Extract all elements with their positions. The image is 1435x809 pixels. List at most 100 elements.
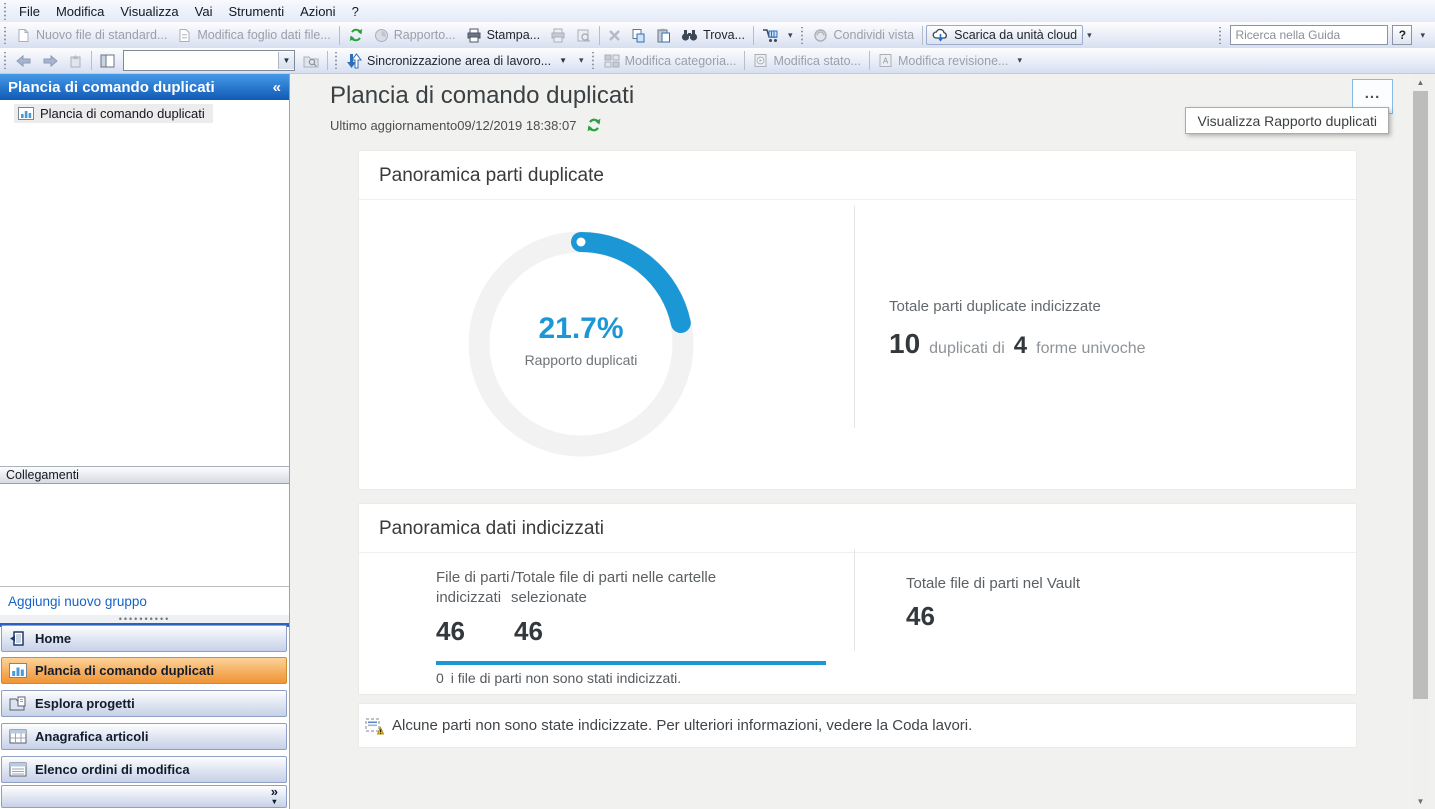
refresh-button[interactable] <box>343 25 369 45</box>
sidebar-item-change-orders[interactable]: Elenco ordini di modifica <box>1 756 287 783</box>
toolbar-overflow-button[interactable]: ▾ <box>1087 29 1092 40</box>
search-folder-button[interactable] <box>298 52 324 70</box>
find-button[interactable]: Trova... <box>676 26 750 44</box>
indexed-data-card: Panoramica dati indicizzati File di part… <box>358 503 1357 695</box>
toolbar-separator <box>327 51 328 70</box>
edit-category-button[interactable]: Modifica categoria... <box>599 51 742 70</box>
toolbar-grip[interactable] <box>334 52 338 69</box>
workspace-sync-button[interactable]: Sincronizzazione area di lavoro... ▼ <box>342 51 575 71</box>
toolbar-grip[interactable] <box>1218 26 1223 44</box>
toolbar-separator <box>91 51 92 70</box>
scroll-down-icon[interactable]: ▼ <box>1416 796 1425 806</box>
scrollbar-thumb[interactable] <box>1413 91 1428 699</box>
total-selected-value: 46 <box>514 616 543 646</box>
toolbar-grip[interactable] <box>590 52 595 69</box>
tree-item-duplicates-dashboard[interactable]: Plancia di comando duplicati <box>14 104 213 123</box>
forward-button[interactable] <box>37 52 63 70</box>
report-button[interactable]: Rapporto... <box>369 26 461 45</box>
back-button[interactable] <box>11 52 37 70</box>
menu-azioni[interactable]: Azioni <box>300 3 336 19</box>
menu-modifica[interactable]: Modifica <box>55 3 105 19</box>
toolbar-grip[interactable] <box>3 26 7 44</box>
location-combobox[interactable]: ▼ <box>123 50 295 71</box>
edit-file-datasheet-button[interactable]: Modifica foglio dati file... <box>172 26 335 45</box>
delete-button[interactable] <box>603 27 626 44</box>
last-update-value: 09/12/2019 18:38:07 <box>457 117 577 133</box>
sidebar-collapse-button[interactable]: « <box>272 78 281 96</box>
sidebar-item-home[interactable]: Home <box>1 625 287 652</box>
menu-strumenti[interactable]: Strumenti <box>228 3 285 19</box>
toolbar-grip[interactable] <box>3 52 7 69</box>
help-search-input[interactable] <box>1230 25 1389 45</box>
menu-file[interactable]: File <box>19 3 40 19</box>
toolbar-separator <box>599 25 601 45</box>
edit-revision-button[interactable]: A Modifica revisione... <box>873 51 1013 70</box>
sidebar-tree: Plancia di comando duplicati <box>0 100 289 466</box>
print-preview-icon <box>576 28 591 43</box>
sidebar-item-item-master[interactable]: Anagrafica articoli <box>1 723 287 750</box>
edit-document-icon <box>177 28 192 43</box>
edit-state-button[interactable]: Modifica stato... <box>748 51 866 70</box>
print-preview-button[interactable] <box>571 26 596 45</box>
download-cloud-button[interactable]: Scarica da unità cloud <box>926 25 1084 45</box>
tooltip-view-duplicates-report: Visualizza Rapporto duplicati <box>1185 107 1389 134</box>
toolbar-separator <box>922 25 924 45</box>
tree-item-label: Plancia di comando duplicati <box>40 106 205 121</box>
scroll-up-icon[interactable]: ▲ <box>1416 77 1425 87</box>
toolbar-grip[interactable] <box>3 2 7 20</box>
up-level-button[interactable] <box>63 52 88 70</box>
bar-chart-icon <box>9 663 27 678</box>
help-button[interactable]: ? <box>1392 25 1413 45</box>
home-icon <box>9 630 27 647</box>
toolbar-overflow-button[interactable]: ▾ <box>788 29 793 40</box>
share-view-button[interactable]: Condividi vista <box>808 26 920 45</box>
menu-vai[interactable]: Vai <box>194 3 213 19</box>
toolbar-overflow-button[interactable]: ▾ <box>579 55 584 65</box>
vault-total-column: Totale file di parti nel Vault 46 <box>906 574 1166 632</box>
chevron-down-icon[interactable]: ▼ <box>559 56 568 65</box>
indexing-notice: Alcune parti non sono state indicizzate.… <box>358 703 1357 748</box>
toolbar-grip[interactable] <box>799 26 804 44</box>
duplicates-count: 10 <box>889 328 921 359</box>
sidebar-item-duplicates-dashboard[interactable]: Plancia di comando duplicati <box>1 657 287 684</box>
toolbar-overflow-button[interactable]: ▾ <box>1420 29 1425 40</box>
refresh-icon <box>348 27 364 43</box>
sidebar-overflow-bar[interactable]: » ▾ <box>1 785 287 808</box>
vault-total-label: Totale file di parti nel Vault <box>906 575 1080 592</box>
cart-button[interactable] <box>757 26 784 45</box>
print-disabled-button[interactable] <box>545 26 571 45</box>
sidebar-item-explore-projects[interactable]: Esplora progetti <box>1 690 287 717</box>
add-group-link[interactable]: Aggiungi nuovo gruppo <box>8 593 147 609</box>
paste-button[interactable] <box>651 26 676 45</box>
unique-shapes-text: forme univoche <box>1036 340 1146 357</box>
expand-chevron-icon: » ▾ <box>270 783 278 806</box>
share-view-icon <box>813 28 829 43</box>
duplicates-totals: Totale parti duplicate indicizzate 10 du… <box>889 298 1146 360</box>
card-divider <box>854 549 855 651</box>
links-section-header[interactable]: Collegamenti <box>0 466 289 484</box>
cart-icon <box>762 28 779 43</box>
toolbar-separator <box>338 25 340 45</box>
toolbar-overflow-button[interactable]: ▾ <box>1017 55 1022 65</box>
not-indexed-count: 0 <box>436 670 444 686</box>
last-update-row: Ultimo aggiornamento 09/12/2019 18:38:07 <box>330 117 602 133</box>
sidebar-item-label: Home <box>35 631 72 646</box>
refresh-icon[interactable] <box>586 117 602 133</box>
panel-toggle-button[interactable] <box>95 52 120 70</box>
toolbar-separator <box>744 51 746 70</box>
new-standard-file-button[interactable]: Nuovo file di standard... <box>11 26 172 45</box>
menu-visualizza[interactable]: Visualizza <box>120 3 179 19</box>
chevron-down-icon: ▼ <box>278 52 294 69</box>
copy-button[interactable] <box>626 26 651 45</box>
printer-icon <box>466 28 482 43</box>
total-selected-label: /Totale file di parti nelle cartelle sel… <box>511 569 717 607</box>
print-button[interactable]: Stampa... <box>461 26 546 45</box>
last-update-label: Ultimo aggiornamento <box>330 117 458 133</box>
card-divider <box>854 206 855 428</box>
sidebar-splitter[interactable]: •••••••••• <box>0 615 289 624</box>
duplicates-count-text: duplicati di <box>929 340 1005 357</box>
menu-help[interactable]: ? <box>351 3 359 19</box>
duplicates-overview-card: Panoramica parti duplicate 21.7% Rapport… <box>358 150 1357 490</box>
vertical-scrollbar[interactable]: ▲ ▼ <box>1412 74 1429 809</box>
